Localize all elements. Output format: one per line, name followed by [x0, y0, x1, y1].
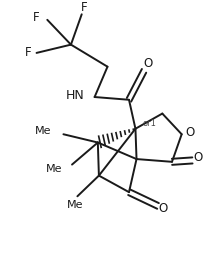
Text: Me: Me	[46, 164, 62, 174]
Text: O: O	[159, 202, 168, 215]
Text: F: F	[33, 11, 40, 23]
Text: F: F	[81, 1, 87, 14]
Text: or1: or1	[143, 119, 156, 128]
Text: F: F	[25, 46, 31, 59]
Text: HN: HN	[66, 89, 85, 102]
Text: O: O	[186, 126, 195, 140]
Text: Me: Me	[67, 199, 83, 210]
Text: O: O	[144, 57, 153, 70]
Text: O: O	[193, 151, 203, 164]
Text: Me: Me	[35, 126, 52, 136]
